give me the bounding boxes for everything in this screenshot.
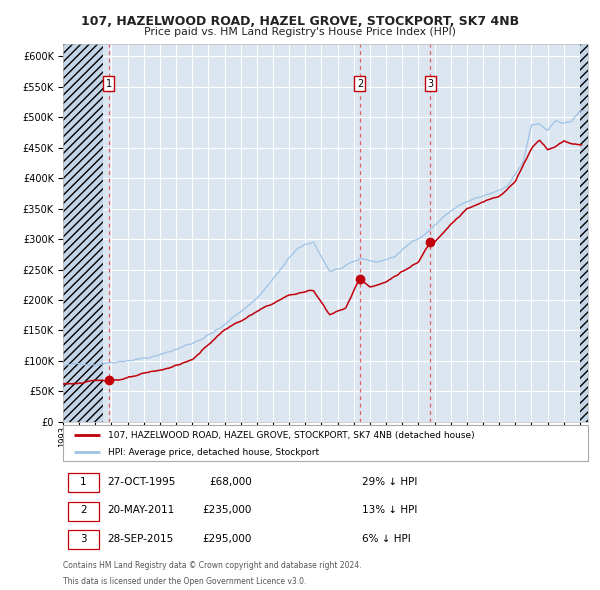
Text: HPI: Average price, detached house, Stockport: HPI: Average price, detached house, Stoc… [107, 448, 319, 457]
Text: Contains HM Land Registry data © Crown copyright and database right 2024.: Contains HM Land Registry data © Crown c… [63, 560, 361, 569]
Text: 6% ↓ HPI: 6% ↓ HPI [362, 534, 411, 543]
Bar [580, 44, 588, 422]
Text: 13% ↓ HPI: 13% ↓ HPI [362, 506, 418, 515]
FancyBboxPatch shape [63, 425, 588, 461]
Text: 2: 2 [357, 79, 363, 89]
FancyBboxPatch shape [68, 502, 98, 520]
FancyBboxPatch shape [68, 530, 98, 549]
Text: 20-MAY-2011: 20-MAY-2011 [107, 506, 175, 515]
Text: 1: 1 [106, 79, 112, 89]
Text: 3: 3 [80, 534, 87, 543]
Text: 3: 3 [427, 79, 433, 89]
Text: 29% ↓ HPI: 29% ↓ HPI [362, 477, 418, 487]
FancyBboxPatch shape [68, 473, 98, 492]
Text: This data is licensed under the Open Government Licence v3.0.: This data is licensed under the Open Gov… [63, 577, 307, 586]
Text: £295,000: £295,000 [203, 534, 252, 543]
Bar [63, 44, 103, 422]
Text: 28-SEP-2015: 28-SEP-2015 [107, 534, 174, 543]
Text: £68,000: £68,000 [209, 477, 252, 487]
Text: £235,000: £235,000 [203, 506, 252, 515]
Text: 1: 1 [80, 477, 87, 487]
Text: 107, HAZELWOOD ROAD, HAZEL GROVE, STOCKPORT, SK7 4NB (detached house): 107, HAZELWOOD ROAD, HAZEL GROVE, STOCKP… [107, 431, 474, 440]
Text: 107, HAZELWOOD ROAD, HAZEL GROVE, STOCKPORT, SK7 4NB: 107, HAZELWOOD ROAD, HAZEL GROVE, STOCKP… [81, 15, 519, 28]
Text: Price paid vs. HM Land Registry's House Price Index (HPI): Price paid vs. HM Land Registry's House … [144, 27, 456, 37]
Text: 27-OCT-1995: 27-OCT-1995 [107, 477, 176, 487]
Text: 2: 2 [80, 506, 87, 515]
